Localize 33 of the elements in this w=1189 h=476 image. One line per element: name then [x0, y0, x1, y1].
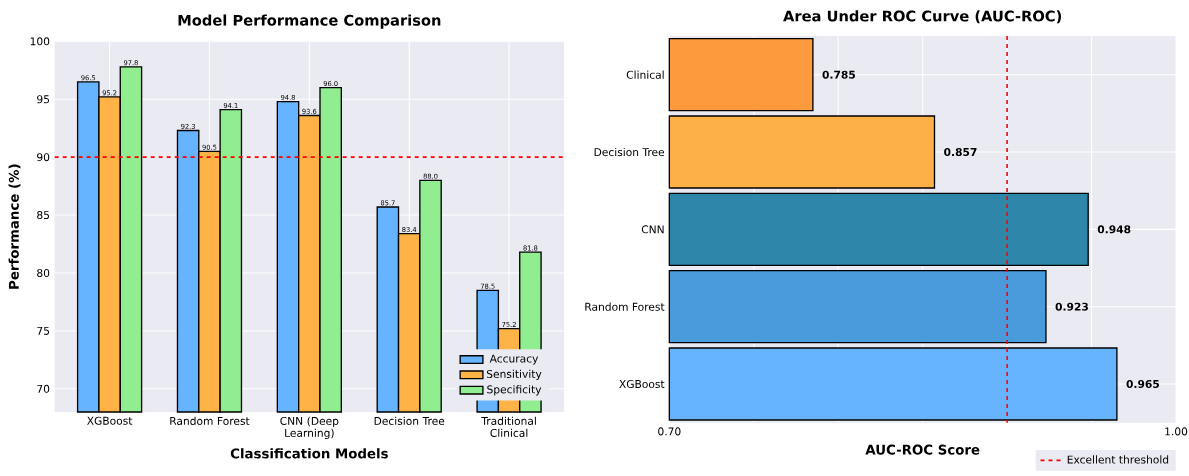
y-tick-label: 90 — [37, 153, 50, 162]
x-axis-title: Classification Models — [230, 448, 388, 459]
x-tick-label: Decision Tree — [374, 416, 445, 425]
x-tick-label: CNN (Deep Learning) — [280, 416, 339, 440]
y-tick-label: XGBoost — [619, 379, 665, 389]
legend-label: Accuracy — [489, 354, 539, 365]
y-tick-label: 70 — [37, 384, 50, 393]
y-tick-label: CNN — [641, 225, 664, 234]
y-tick-label: 85 — [37, 211, 50, 220]
data-label: 0.923 — [1055, 302, 1088, 311]
y-axis-title: Performance (%) — [8, 164, 21, 289]
data-label: 0.948 — [1097, 225, 1131, 234]
y-tick-label: 75 — [37, 326, 50, 335]
y-tick-label: 80 — [37, 268, 50, 278]
data-label: 0.785 — [822, 70, 855, 79]
x-axis-title: AUC-ROC Score — [865, 444, 980, 455]
x-tick-label: 0.70 — [658, 427, 681, 436]
y-tick-label: Random Forest — [585, 302, 665, 311]
y-tick-label: 100 — [30, 37, 50, 46]
x-tick-label: Traditional Clinical — [481, 416, 536, 437]
x-tick-label: XGBoost — [87, 416, 133, 425]
y-tick-label: Clinical — [626, 70, 664, 79]
y-tick-label: Decision Tree — [594, 147, 665, 157]
y-tick-label: 95 — [37, 95, 50, 104]
data-label: 0.965 — [1126, 379, 1159, 389]
legend-label: Specificity — [487, 385, 542, 396]
chart-title: Model Performance Comparison — [178, 14, 441, 29]
legend-label: Sensitivity — [486, 369, 542, 381]
legend-label: Excellent threshold — [1067, 455, 1169, 464]
x-tick-label: Random Forest — [170, 416, 250, 425]
x-tick-label: 1.00 — [1165, 427, 1188, 436]
data-label: 0.857 — [944, 147, 977, 157]
chart-title: Area Under ROC Curve (AUC-ROC) — [783, 10, 1062, 24]
